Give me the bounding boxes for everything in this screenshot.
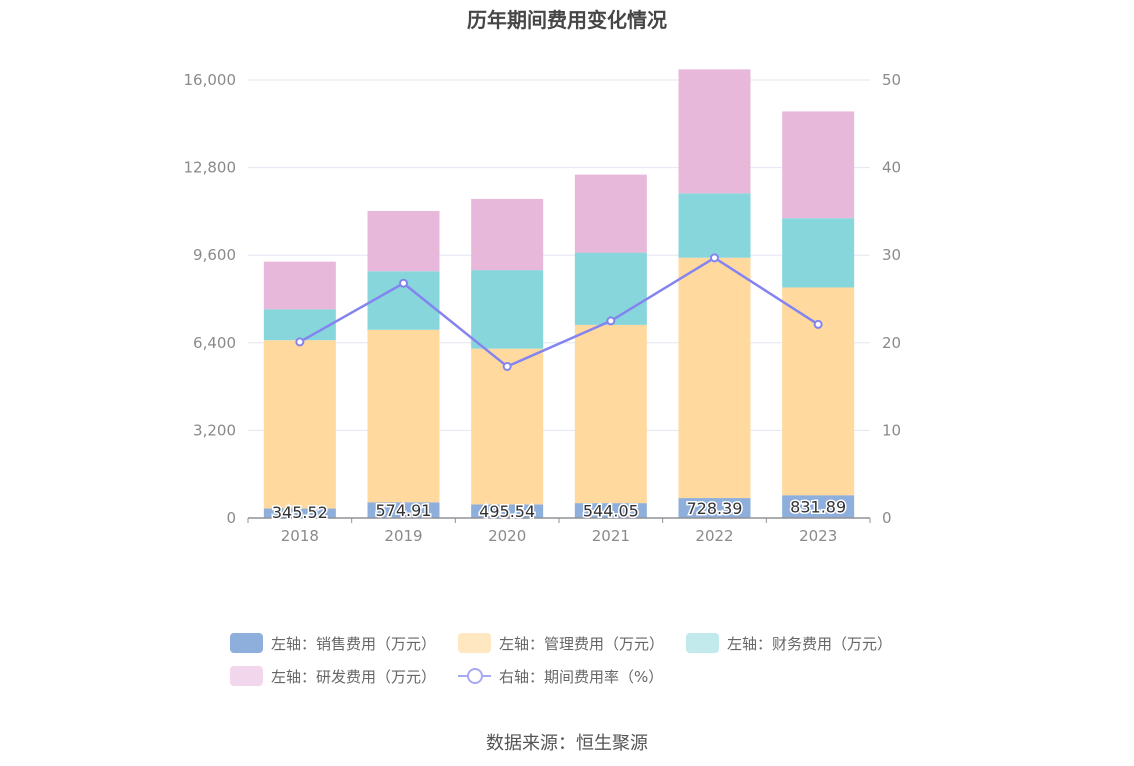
- legend-swatch-rnd: [230, 666, 263, 686]
- y-right-tick-label: 30: [882, 246, 901, 264]
- legend-label-sales: 左轴：销售费用（万元）: [271, 634, 437, 653]
- y-right-tick-label: 20: [882, 334, 901, 352]
- data-label: 495.54: [479, 502, 535, 521]
- bar-segment: [782, 287, 855, 496]
- bar-segment: [263, 309, 336, 341]
- rate-point: [813, 319, 823, 329]
- y-left-tick-label: 6,400: [193, 334, 236, 352]
- legend-label-rate: 右轴：期间费用率（%）: [499, 667, 664, 686]
- rate-line: [299, 256, 819, 368]
- rate-point: [710, 253, 719, 263]
- bar-segment: [678, 69, 751, 194]
- bar-segment: [367, 502, 440, 518]
- y-right-tick-label: 0: [882, 509, 892, 527]
- rate-point: [502, 361, 512, 371]
- bar-segment: [263, 508, 336, 518]
- bar-segment: [263, 261, 336, 310]
- x-tick-label: 2023: [799, 527, 837, 545]
- bar-segment: [574, 174, 647, 253]
- bar-segment: [782, 495, 855, 518]
- legend-item-rate[interactable]: 右轴：期间费用率（%）: [458, 665, 663, 687]
- y-left-tick-label: 9,600: [193, 246, 236, 264]
- y-left-tick-label: 0: [226, 509, 236, 527]
- legend-item-rnd[interactable]: 左轴：研发费用（万元）: [230, 665, 436, 687]
- chart-title: 历年期间费用变化情况: [467, 8, 667, 32]
- bar-segment: [678, 193, 751, 258]
- bar-segment: [471, 504, 544, 518]
- y-left-tick-label: 12,800: [184, 159, 237, 177]
- bar-segment: [471, 198, 544, 271]
- rate-point: [606, 316, 616, 326]
- x-tick-label: 2019: [384, 527, 422, 545]
- bar-segment: [574, 503, 647, 518]
- legend: 左轴：销售费用（万元） 左轴：管理费用（万元） 左轴：财务费用（万元） 左轴：研…: [230, 632, 930, 698]
- bar-segment: [367, 210, 440, 272]
- bar-segment: [367, 329, 440, 503]
- bar-segment: [782, 111, 855, 219]
- legend-item-admin[interactable]: 左轴：管理费用（万元）: [458, 632, 664, 654]
- legend-swatch-rate: [458, 666, 492, 686]
- legend-swatch-admin: [458, 633, 492, 653]
- bar-segment: [782, 218, 855, 288]
- legend-swatch-sales: [230, 633, 263, 653]
- x-tick-label: 2022: [695, 527, 733, 545]
- legend-label-finance: 左轴：财务费用（万元）: [727, 634, 893, 653]
- bar-segment: [678, 257, 751, 499]
- y-left-tick-label: 3,200: [193, 421, 236, 439]
- y-right-tick-label: 10: [882, 421, 901, 439]
- legend-item-sales[interactable]: 左轴：销售费用（万元）: [230, 632, 436, 654]
- legend-item-finance[interactable]: 左轴：财务费用（万元）: [686, 632, 892, 654]
- bar-segment: [678, 498, 751, 518]
- bar-segment: [471, 270, 544, 349]
- legend-swatch-finance: [686, 633, 720, 653]
- x-tick-label: 2018: [281, 527, 319, 545]
- bar-segment: [574, 324, 647, 504]
- rate-point: [295, 337, 305, 347]
- data-label: 574.91: [376, 501, 432, 520]
- data-label: 544.05: [583, 502, 639, 521]
- data-label: 831.89: [790, 498, 846, 517]
- bar-segment: [263, 340, 336, 509]
- bar-segment: [574, 252, 647, 325]
- x-tick-label: 2020: [488, 527, 526, 545]
- legend-label-admin: 左轴：管理费用（万元）: [499, 634, 665, 653]
- source-note: 数据来源：恒生聚源: [486, 733, 648, 754]
- y-left-tick-label: 16,000: [184, 71, 237, 89]
- x-tick-label: 2021: [592, 527, 630, 545]
- rate-point: [399, 278, 408, 288]
- y-right-tick-label: 40: [882, 159, 901, 177]
- data-label: 728.39: [687, 499, 743, 518]
- y-right-tick-label: 50: [882, 71, 901, 89]
- data-label: 345.52: [272, 503, 328, 522]
- bar-segment: [471, 348, 544, 505]
- legend-label-rnd: 左轴：研发费用（万元）: [271, 667, 437, 686]
